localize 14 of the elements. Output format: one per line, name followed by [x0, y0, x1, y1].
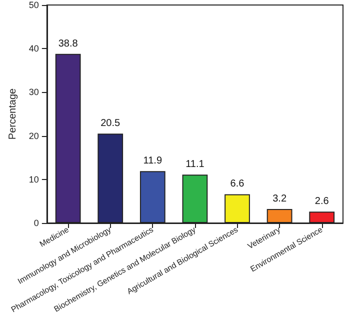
y-tick-label: 30 [28, 87, 39, 98]
data-label: 11.1 [186, 159, 205, 170]
y-tick-label: 50 [28, 0, 39, 10]
y-tick-label: 40 [28, 44, 39, 54]
y-tick-label: 0 [34, 218, 39, 228]
data-label: 2.6 [314, 196, 330, 208]
data-label: 38.8 [58, 38, 78, 50]
y-tick-label: 10 [28, 174, 39, 184]
y-tick-label: 20 [28, 130, 39, 141]
data-label: 11.9 [143, 156, 162, 167]
y-axis-title: Percentage [8, 88, 18, 140]
data-label: 20.5 [100, 118, 121, 130]
data-label: 3.2 [272, 194, 287, 205]
data-label: 6.6 [230, 178, 245, 190]
